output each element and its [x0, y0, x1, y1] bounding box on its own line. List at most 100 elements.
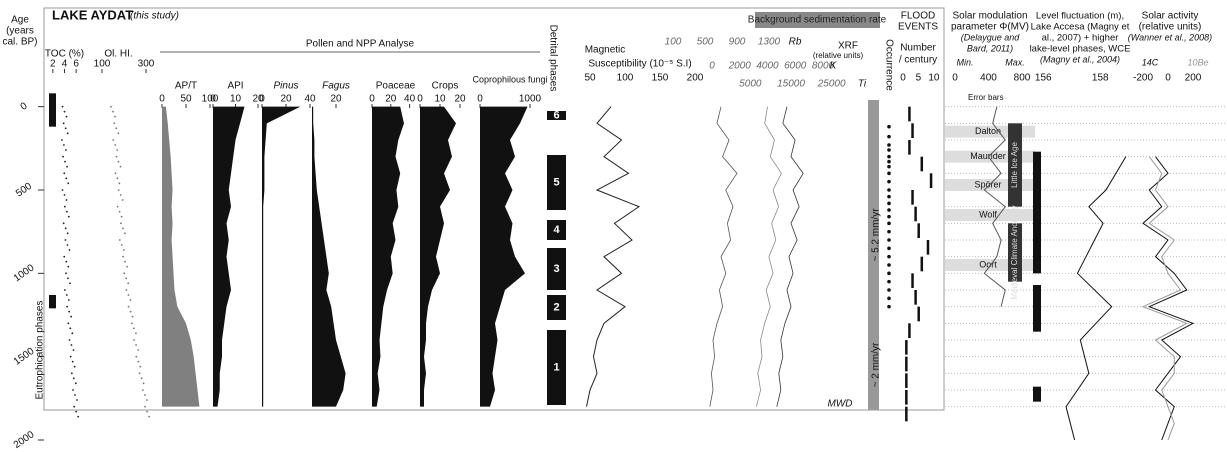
solar-minimum-label: Maunder	[970, 151, 1006, 161]
panel-label: API	[227, 81, 243, 92]
solar-activity-label: Solar activity	[1142, 11, 1199, 22]
detrital-phase	[547, 111, 566, 120]
x-tick-label: 10	[230, 94, 242, 105]
flood-count	[917, 306, 920, 322]
profile-dot	[119, 194, 122, 196]
detrital-phase	[547, 295, 566, 320]
profile-dot	[74, 382, 77, 385]
profile-dot	[69, 282, 71, 285]
y-axis-label: cal. BP)	[2, 37, 37, 48]
profile-dot	[124, 260, 126, 263]
profile-dot	[65, 199, 68, 201]
profile-dot	[72, 389, 74, 391]
profile-dot	[65, 294, 68, 296]
profile-dot	[73, 365, 76, 368]
profile-dot	[120, 215, 123, 218]
flood-label: EVENTS	[898, 22, 938, 33]
profile-dot	[66, 132, 69, 135]
profile-dot	[119, 165, 122, 168]
flood-count	[926, 240, 930, 255]
solar-mod-label: Solar modulation	[952, 11, 1027, 22]
profile-dot	[63, 205, 66, 208]
profile-dot	[131, 315, 134, 318]
flood-count	[905, 356, 908, 372]
flood-count	[914, 290, 917, 305]
profile-dot	[117, 132, 120, 135]
x-tick-label: 20	[330, 94, 342, 105]
profile-dot	[126, 265, 128, 268]
solar-minimum-band	[945, 125, 1035, 138]
flood-label: FLOOD	[901, 11, 935, 22]
lake-label: lake-level phases, WCE	[1030, 44, 1131, 55]
sed-note: MWD	[828, 399, 853, 410]
profile-dot	[61, 105, 64, 108]
x-tick-label: 100	[202, 94, 219, 105]
profile-dot	[72, 377, 75, 380]
y-tick-label: 2000	[12, 429, 37, 451]
profile-dot	[75, 410, 78, 413]
solar-activity-label: (Wanner et al., 2008)	[1128, 32, 1212, 42]
detrital-phase-label: 4	[553, 224, 560, 236]
x-tick-label: 15000	[777, 79, 805, 90]
profile-dot	[70, 315, 73, 318]
profile-dot	[67, 299, 70, 301]
solar-minimum-label: Dalton	[975, 126, 1001, 136]
period-band	[1008, 123, 1022, 207]
mag-label: Susceptibility (10⁻⁵ S.I)	[588, 59, 691, 70]
profile-dot	[113, 122, 116, 125]
eutrophication-phase	[49, 295, 56, 309]
title: LAKE AYDAT	[52, 7, 133, 22]
profile-dot	[74, 394, 76, 396]
profile-dot	[137, 360, 140, 363]
lake-level-line	[1065, 156, 1127, 441]
x-tick-label: 10	[928, 73, 940, 84]
x-tick-label: 1300	[758, 37, 781, 48]
solar-mod-line	[983, 106, 1006, 307]
flood-occurrence	[887, 159, 891, 164]
flood-occurrence	[887, 143, 891, 147]
x-tick-label: 50	[584, 73, 596, 84]
frame	[43, 7, 945, 411]
profile-dot	[123, 272, 126, 275]
solar-minimum-band	[945, 209, 1035, 221]
profile-dot	[66, 165, 68, 168]
min-label: Min.	[956, 57, 973, 67]
xrf-series-name: Rb	[789, 37, 802, 48]
profile-dot	[110, 105, 112, 108]
panel-label: Ol. HI.	[104, 49, 132, 60]
profile-dot	[62, 222, 65, 225]
profile-dot	[120, 222, 122, 225]
profile-dot	[122, 249, 125, 251]
flood-occurrence	[887, 154, 891, 159]
mag-label: Magnetic	[585, 45, 626, 56]
profile-dot	[135, 332, 137, 335]
flood-count	[908, 106, 911, 122]
detrital-phase-label: 1	[553, 361, 559, 373]
panel-label: Pinus	[273, 81, 298, 92]
x-tick-label: 50	[180, 94, 192, 105]
profile-dot	[63, 289, 66, 291]
x-tick-label: 500	[697, 37, 714, 48]
profile-dot	[122, 227, 124, 230]
x-tick-label: 0	[900, 73, 906, 84]
profile-dot	[127, 282, 130, 285]
xrf-line	[709, 106, 738, 407]
profile-area	[372, 106, 404, 407]
profile-dot	[76, 399, 78, 401]
profile-dot	[70, 344, 73, 346]
flood-count	[911, 190, 914, 205]
x-tick-label: 20	[385, 94, 397, 105]
profile-dot	[125, 289, 128, 291]
solar-activity-line	[1142, 156, 1195, 441]
lake-label: Level fluctuation (m),	[1036, 11, 1124, 22]
xrf-line	[776, 106, 804, 407]
sed-rate-lower: ~ 2 mm/yr	[871, 342, 882, 387]
profile-dot	[65, 272, 67, 275]
x-tick-label: 200	[687, 73, 704, 84]
x-tick-label: 900	[729, 37, 746, 48]
detrital-phase-label: 6	[553, 109, 559, 121]
flood-occurrence	[887, 214, 891, 219]
occurrence-label: Occurrence	[883, 39, 894, 91]
flood-occurrence	[887, 194, 891, 199]
x-tick-label: 2000	[728, 61, 752, 72]
